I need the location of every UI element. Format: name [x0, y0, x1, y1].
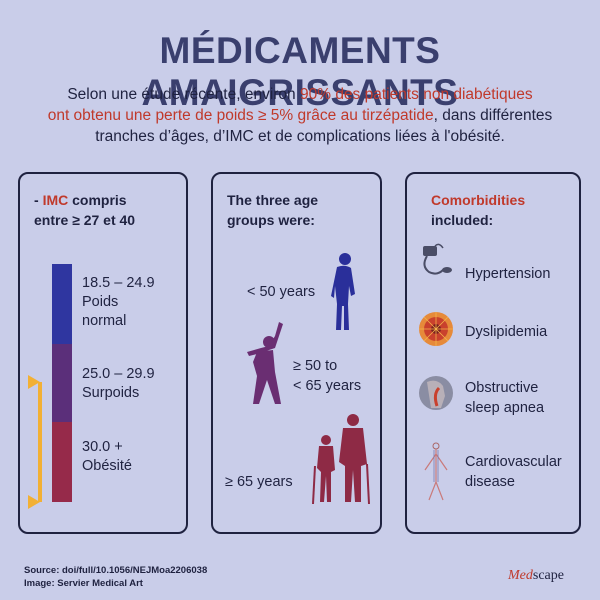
bmi-band-label: Poids — [82, 294, 119, 310]
source-credit: Source: doi/full/10.1056/NEJMoa2206038 I… — [24, 564, 207, 590]
age-group-label: ≥ 50 to — [293, 358, 338, 374]
comorbidities-panel: Comorbidities included: Hypertension Dys… — [405, 172, 581, 534]
comorb-heading: Comorbidities included: — [431, 190, 525, 230]
bmi-arrow-bottom-icon — [28, 495, 40, 509]
comorb-heading-line1: Comorbidities — [431, 192, 526, 208]
bmi-band-label: Obésité — [82, 458, 132, 474]
comorb-heading-line2: included: — [431, 212, 494, 228]
bmi-band-obese: 30.0 + Obésité — [82, 438, 132, 476]
bmi-heading-prefix: - — [34, 192, 43, 208]
image-credit-line: Image: Servier Medical Art — [24, 578, 143, 589]
blood-pressure-cuff-icon — [423, 243, 452, 275]
comorb-label: Cardiovascular — [465, 454, 562, 470]
page-title: MÉDICAMENTS AMAIGRISSANTS — [141, 30, 459, 113]
intro-part2: , dans différentes tranches d’âges, d’IM… — [95, 107, 553, 145]
elderly-couple-icon — [312, 414, 370, 505]
bmi-bar-obese — [52, 422, 72, 502]
vascular-system-icon — [424, 442, 448, 501]
age-group-under-50: < 50 years — [247, 284, 316, 300]
bmi-band-label: normal — [82, 313, 127, 329]
comorb-label: Dyslipidemia — [465, 324, 548, 340]
age-group-65-plus: ≥ 65 years — [225, 474, 293, 490]
bmi-range-bracket — [38, 382, 42, 502]
bmi-range-label: 30.0 + — [82, 439, 123, 455]
comorb-label: disease — [465, 474, 515, 490]
bmi-bar-overweight — [52, 344, 72, 422]
bmi-band-label: Surpoids — [82, 385, 140, 401]
artery-plaque-icon — [419, 312, 453, 346]
intro-part1: Selon une étude récente, environ — [67, 86, 300, 103]
airway-head-icon — [419, 376, 453, 410]
comorb-label: Obstructive — [465, 380, 539, 396]
bmi-band-overweight: 25.0 – 29.9 Surpoids — [82, 365, 155, 403]
bmi-bar-normal — [52, 264, 72, 344]
bmi-band-normal: 18.5 – 24.9 Poids normal — [82, 274, 155, 331]
bmi-range-label: 18.5 – 24.9 — [82, 275, 155, 291]
age-heading: The three age groups were: — [227, 190, 318, 230]
comorb-label-group: Obstructive sleep apnea — [465, 378, 544, 418]
comorb-label: sleep apnea — [465, 400, 545, 416]
stretching-person-icon — [247, 322, 283, 404]
age-heading-line1: The three age — [227, 192, 319, 208]
age-panel: The three age groups were: < 50 years ≥ … — [211, 172, 382, 534]
intro-highlight-2: ont obtenu une perte de poids ≥ 5% grâce… — [47, 107, 434, 124]
bmi-heading-imc: IMC — [42, 192, 69, 208]
standing-person-icon — [331, 253, 355, 330]
bmi-arrow-top-icon — [28, 375, 40, 389]
bmi-heading-line2: entre ≥ 27 et 40 — [34, 212, 136, 228]
intro-highlight-1: 90% des patients non diabétiques — [299, 86, 533, 103]
logo-prefix: Med — [508, 568, 533, 583]
age-group-label: < 65 years — [293, 378, 362, 394]
bmi-heading: - IMC compris entre ≥ 27 et 40 — [34, 190, 135, 230]
comorb-label-group: Cardiovascular disease — [465, 452, 562, 492]
medscape-logo: Medscape — [508, 568, 564, 584]
age-group-50-65: ≥ 50 to < 65 years — [293, 356, 361, 396]
bmi-heading-rest: compris — [68, 192, 127, 208]
age-heading-line2: groups were: — [227, 212, 315, 228]
bmi-range-label: 25.0 – 29.9 — [82, 366, 155, 382]
comorb-label: Hypertension — [465, 266, 551, 282]
source-line: Source: doi/full/10.1056/NEJMoa2206038 — [24, 565, 208, 576]
bmi-panel: - IMC compris entre ≥ 27 et 40 18.5 – 24… — [18, 172, 188, 534]
intro-text: Selon une étude récente, environ 90% des… — [30, 84, 570, 147]
logo-suffix: scape — [532, 568, 564, 583]
